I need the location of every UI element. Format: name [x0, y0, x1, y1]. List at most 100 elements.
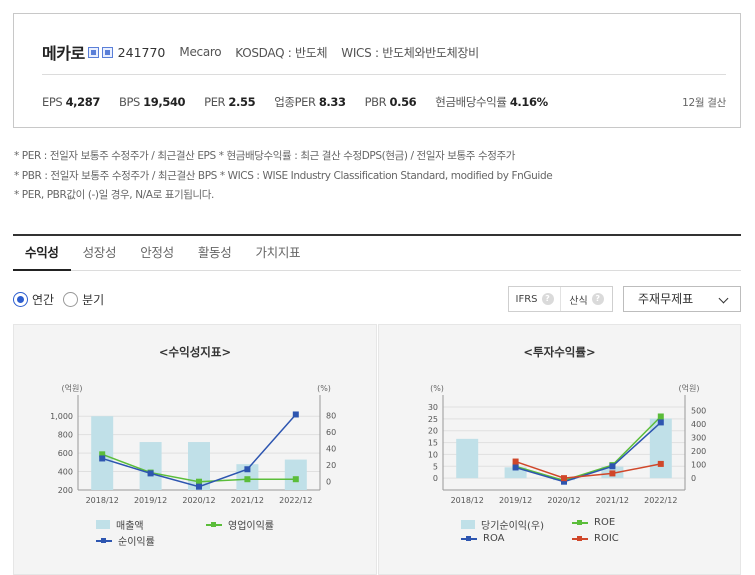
statement-type-value: 주재무제표 — [638, 292, 694, 306]
series-point-ROA — [609, 463, 616, 470]
bar-당기순이익(우) — [456, 438, 479, 479]
legend-net-margin: 순이익률 — [96, 533, 155, 548]
y-left-tick-label: 800 — [58, 431, 73, 440]
formula-info-button[interactable]: 산식? — [560, 287, 612, 311]
bar-매출액 — [139, 442, 162, 490]
series-point-순이익률 — [196, 483, 202, 490]
series-point-영업이익률 — [292, 476, 299, 483]
y-right-tick-label: 60 — [326, 428, 336, 437]
y-left-tick-label: 200 — [58, 486, 73, 495]
wics-sector: WICS : 반도체와반도체장비 — [341, 45, 479, 60]
english-name: Mecaro — [179, 45, 222, 59]
note-per: * PER : 전일자 보통주 수정주가 / 최근결산 EPS * 현금배당수익… — [14, 150, 516, 162]
tab-activity[interactable]: 활동성 — [197, 245, 232, 260]
tabs-top-border — [13, 234, 741, 236]
report-icon[interactable] — [87, 46, 99, 58]
y-left-tick-label: 20 — [428, 427, 438, 436]
legend-bar-swatch — [96, 520, 110, 529]
period-quarter-option[interactable]: 분기 — [63, 291, 104, 308]
y-right-tick-label: 20 — [326, 461, 336, 470]
period-selector: 연간 분기 — [13, 291, 113, 308]
x-tick-label: 2021/12 — [231, 496, 264, 505]
legend-roic: ROIC — [572, 533, 619, 544]
y-right-tick-label: 40 — [326, 445, 336, 454]
x-tick-label: 2018/12 — [86, 496, 119, 505]
series-point-ROA — [561, 478, 567, 485]
x-tick-label: 2022/12 — [644, 496, 677, 505]
statement-type-select[interactable]: 주재무제표 — [623, 286, 741, 312]
y-left-tick-label: 30 — [428, 403, 438, 412]
y-left-unit-label: (%) — [430, 384, 444, 393]
series-line-ROE — [515, 415, 662, 482]
series-point-ROIC — [561, 475, 567, 482]
series-point-ROE — [657, 413, 664, 420]
x-tick-label: 2020/12 — [547, 496, 580, 505]
legend-line-swatch — [572, 518, 588, 527]
metric-dividend-yield: 현금배당수익률 4.16% — [435, 95, 548, 109]
y-left-tick-label: 15 — [428, 439, 438, 448]
quarter-radio[interactable] — [63, 292, 79, 307]
metric-bps: BPS 19,540 — [118, 95, 186, 109]
series-line-ROA — [515, 421, 662, 483]
legend-line-swatch — [461, 534, 477, 543]
company-title-row: 메카로 241770 Mecaro KOSDAQ : 반도체 WICS : 반도… — [42, 41, 479, 63]
legend-line-swatch — [572, 534, 588, 543]
note-negative: * PER, PBR값이 (-)일 경우, N/A로 표기됩니다. — [14, 189, 214, 201]
annual-label: 연간 — [32, 293, 55, 307]
metric-pbr: PBR 0.56 — [364, 95, 417, 109]
y-left-tick-label: 25 — [428, 415, 438, 424]
y-right-unit-label: (억원) — [679, 383, 700, 393]
series-point-ROA — [657, 419, 664, 426]
tab-profitability[interactable]: 수익성 — [13, 237, 71, 271]
bar-매출액 — [188, 442, 210, 490]
indicator-tabs: 수익성 성장성 안정성 활동성 가치지표 — [13, 237, 741, 271]
y-right-tick-label: 0 — [326, 478, 331, 487]
annual-radio[interactable] — [13, 292, 28, 307]
period-annual-option[interactable]: 연간 — [13, 291, 54, 308]
company-name: 메카로 — [42, 44, 85, 63]
interest-icon[interactable] — [101, 46, 113, 58]
tab-growth[interactable]: 성장성 — [82, 245, 117, 260]
bar-매출액 — [284, 459, 307, 490]
help-icon: ? — [591, 293, 604, 305]
legend-net-income: 당기순이익(우) — [461, 517, 544, 532]
footnotes: * PER : 전일자 보통주 수정주가 / 최근결산 EPS * 현금배당수익… — [14, 147, 553, 206]
y-left-tick-label: 400 — [58, 468, 73, 477]
y-right-tick-label: 100 — [691, 461, 706, 470]
bar-당기순이익(우) — [649, 418, 672, 479]
x-tick-label: 2019/12 — [499, 496, 532, 505]
series-point-영업이익률 — [99, 451, 106, 458]
legend-operating-margin: 영업이익률 — [206, 517, 274, 532]
settlement-month: 12월 결산 — [682, 96, 726, 109]
quarter-label: 분기 — [82, 293, 105, 307]
y-right-tick-label: 400 — [691, 420, 706, 429]
chevron-down-icon — [718, 293, 729, 304]
series-point-영업이익률 — [196, 478, 202, 485]
profitability-chart: 200 400 600 800 1,000 0 20 40 60 80 (억원) (%) 2018/12… — [50, 383, 336, 505]
x-tick-label: 2022/12 — [279, 496, 312, 505]
y-right-tick-label: 80 — [326, 411, 336, 420]
metrics-row: EPS 4,287 BPS 19,540 PER 2.55 업종PER 8.33… — [42, 94, 726, 110]
legend-roe: ROE — [572, 517, 615, 528]
metric-eps: EPS 4,287 — [42, 95, 100, 109]
company-summary-box: 메카로 241770 Mecaro KOSDAQ : 반도체 WICS : 반도… — [13, 13, 741, 128]
metric-sector-per: 업종PER 8.33 — [274, 95, 346, 109]
tab-valuation[interactable]: 가치지표 — [255, 245, 301, 260]
y-left-tick-label: 1,000 — [50, 412, 73, 421]
profitability-chart-title: <수익성지표> — [158, 345, 232, 359]
ifrs-info-button[interactable]: IFRS? — [509, 287, 560, 311]
tab-stability[interactable]: 안정성 — [140, 245, 174, 260]
y-left-tick-label: 600 — [58, 449, 73, 458]
profitability-chart-panel: <수익성지표> 200 400 600 800 1,000 0 20 40 60 80 (억원) (%… — [13, 324, 377, 575]
legend-line-swatch — [96, 536, 112, 545]
y-right-tick-label: 500 — [691, 406, 706, 415]
investment-return-chart-title: <투자수익률> — [523, 345, 596, 359]
series-point-순이익률 — [292, 411, 299, 418]
legend-sales: 매출액 — [96, 517, 144, 532]
stock-code: 241770 — [117, 44, 166, 60]
bar-당기순이익(우) — [504, 467, 527, 479]
series-point-영업이익률 — [244, 476, 251, 483]
y-left-unit-label: (억원) — [62, 383, 83, 393]
legend-bar-swatch — [461, 520, 475, 529]
